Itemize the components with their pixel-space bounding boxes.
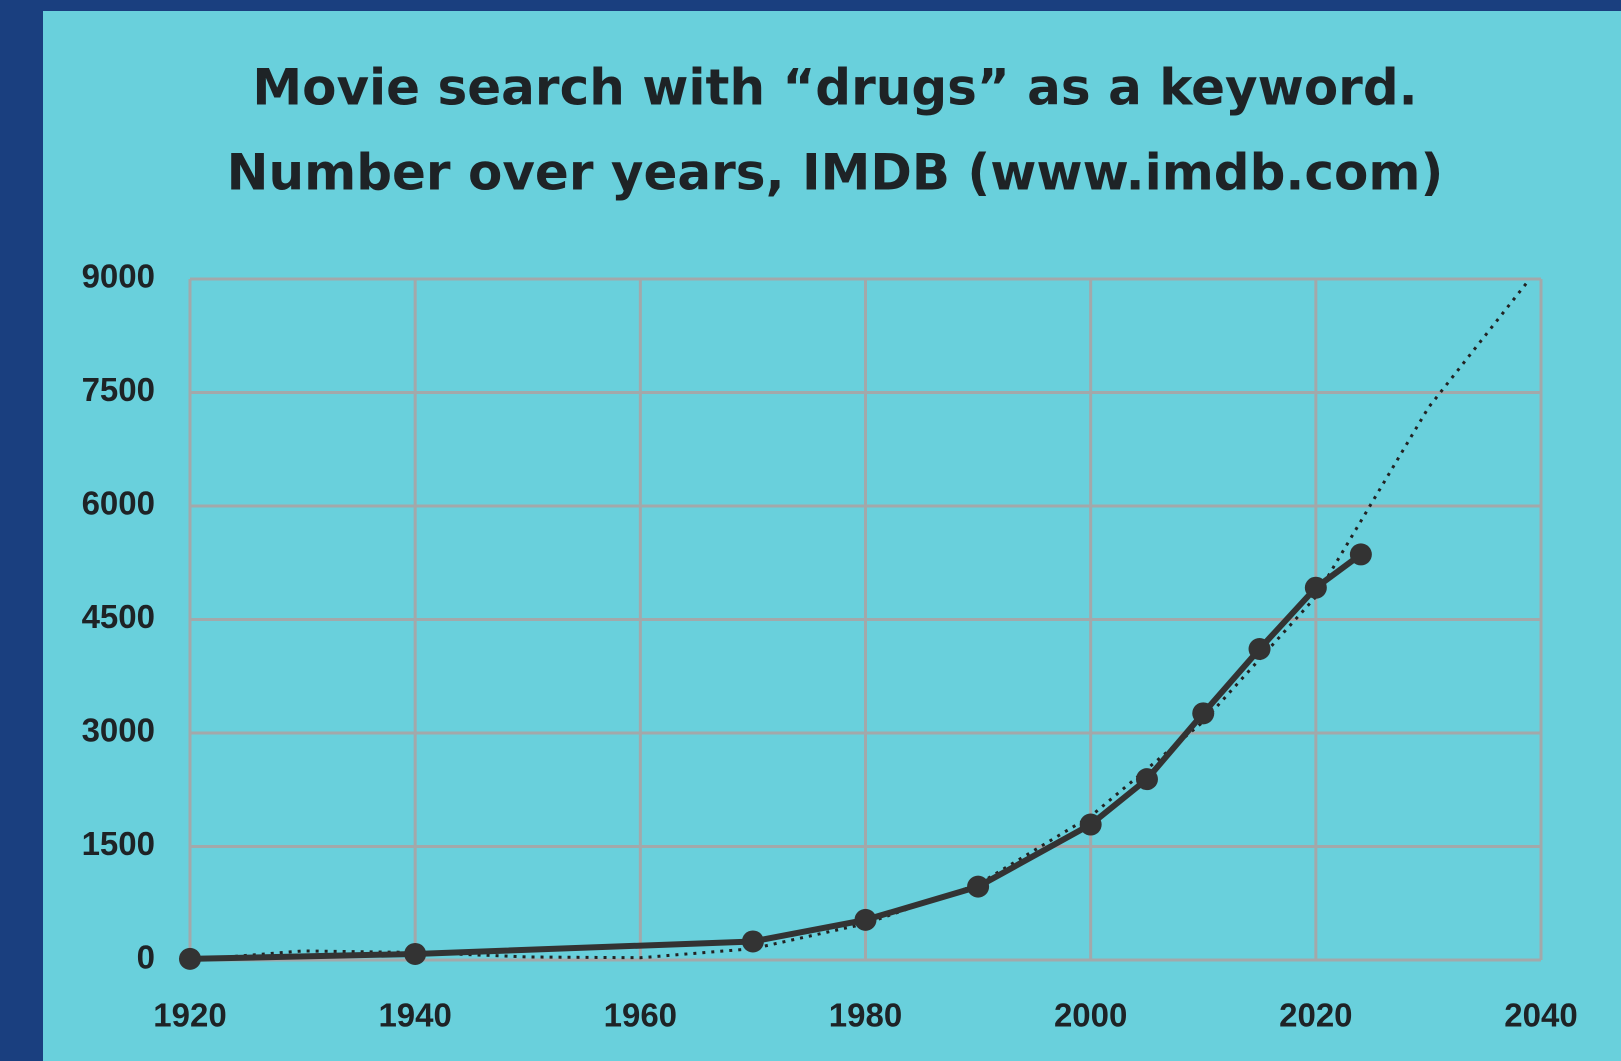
x-tick-label: 2040 (1504, 997, 1577, 1034)
x-tick-label: 1980 (829, 997, 902, 1034)
x-tick-label: 1960 (604, 997, 677, 1034)
y-tick-label: 9000 (82, 258, 155, 295)
data-point (1135, 768, 1158, 791)
data-point (854, 908, 877, 931)
data-point (1079, 813, 1102, 836)
x-tick-label: 2020 (1279, 997, 1352, 1034)
data-point (967, 875, 990, 898)
chart-subtitle: Number over years, IMDB (www.imdb.com) (227, 144, 1444, 202)
x-tick-label: 1920 (153, 997, 226, 1034)
panel (43, 11, 1621, 1061)
data-point (1304, 576, 1327, 599)
chart-title: Movie search with “drugs” as a keyword. (252, 59, 1417, 117)
data-point (404, 942, 427, 965)
data-point (1349, 543, 1372, 566)
y-tick-label: 7500 (82, 371, 155, 408)
data-point (179, 947, 201, 970)
y-tick-label: 0 (137, 939, 155, 976)
x-tick-label: 2000 (1054, 997, 1127, 1034)
y-tick-label: 3000 (82, 712, 155, 749)
y-tick-label: 4500 (82, 598, 155, 635)
data-point (1248, 638, 1271, 661)
y-tick-label: 6000 (82, 485, 155, 522)
y-tick-label: 1500 (82, 825, 155, 862)
data-point (1192, 702, 1215, 725)
x-tick-label: 1940 (378, 997, 451, 1034)
data-point (741, 930, 764, 953)
